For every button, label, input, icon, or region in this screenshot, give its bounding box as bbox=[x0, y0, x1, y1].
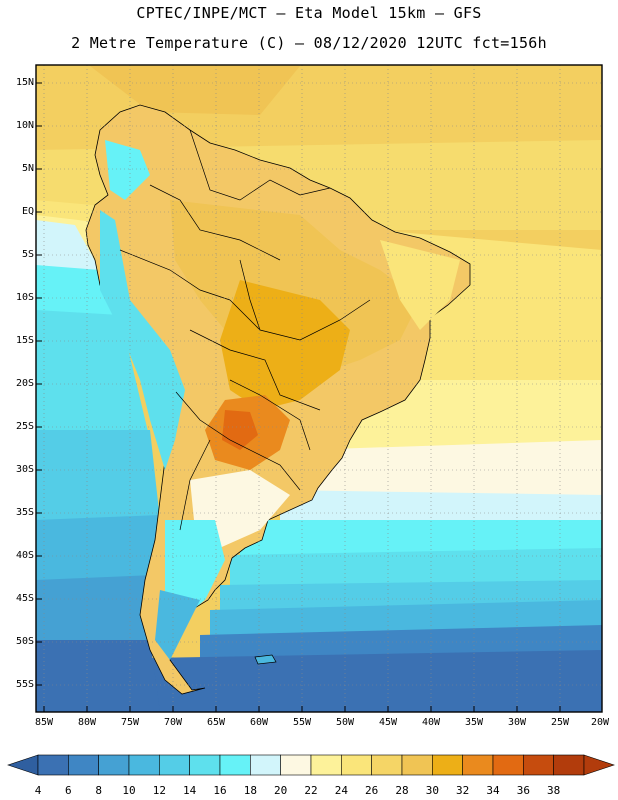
lon-label: 55W bbox=[292, 717, 312, 728]
colorbar-cell bbox=[280, 754, 312, 776]
colorbar bbox=[7, 754, 615, 776]
andes-north-18 bbox=[105, 140, 150, 200]
colorbar-label: 24 bbox=[334, 784, 348, 797]
tick-marks bbox=[36, 82, 561, 712]
lon-label: 65W bbox=[206, 717, 226, 728]
lon-label: 35W bbox=[464, 717, 484, 728]
colorbar-cell bbox=[98, 754, 130, 776]
colorbar-cell bbox=[341, 754, 372, 776]
lat-label: 5S bbox=[21, 249, 34, 260]
colorbar-cell bbox=[401, 754, 433, 776]
colorbar-cells bbox=[37, 754, 585, 776]
lat-label: 50S bbox=[15, 636, 34, 647]
lon-label: 45W bbox=[378, 717, 398, 728]
lon-label: 40W bbox=[421, 717, 441, 728]
lat-label: 45S bbox=[15, 593, 34, 604]
colorbar-cell bbox=[219, 754, 251, 776]
colorbar-cell bbox=[159, 754, 190, 776]
lon-label: 80W bbox=[77, 717, 97, 728]
colorbar-cell bbox=[37, 754, 69, 776]
pacific-20 bbox=[36, 220, 100, 270]
colorbar-label: 20 bbox=[274, 784, 288, 797]
colorbar-below-arrow bbox=[7, 754, 39, 776]
colorbar-label: 4 bbox=[34, 784, 42, 797]
colorbar-label: 14 bbox=[183, 784, 197, 797]
lon-label: 85W bbox=[34, 717, 54, 728]
map-frame bbox=[35, 64, 603, 713]
colorbar-label: 22 bbox=[304, 784, 318, 797]
lon-label: 50W bbox=[335, 717, 355, 728]
lat-label: 25S bbox=[15, 421, 34, 432]
colorbar-cell bbox=[492, 754, 524, 776]
lon-label: 25W bbox=[550, 717, 570, 728]
falkland-islands bbox=[254, 654, 277, 665]
lat-label: 5N bbox=[21, 163, 34, 174]
caribbean-28 bbox=[90, 66, 300, 115]
colorbar-label: 18 bbox=[243, 784, 257, 797]
colorbar-cell bbox=[250, 754, 281, 776]
patagonia-12 bbox=[155, 590, 200, 660]
colorbar-label: 36 bbox=[516, 784, 530, 797]
pacific-10 bbox=[36, 515, 160, 590]
andes-14 bbox=[100, 210, 185, 470]
band-20 bbox=[300, 440, 602, 505]
lat-label: 15N bbox=[15, 77, 34, 88]
pacific-8 bbox=[36, 575, 155, 650]
colorbar-above-arrow bbox=[583, 754, 615, 776]
colorbar-cell bbox=[462, 754, 494, 776]
pacific-14 bbox=[36, 310, 150, 440]
colorbar-label: 34 bbox=[486, 784, 500, 797]
colorbar-label: 26 bbox=[365, 784, 379, 797]
colorbar-label: 28 bbox=[395, 784, 409, 797]
lat-label: 10S bbox=[15, 292, 34, 303]
pacific-12 bbox=[36, 430, 160, 530]
colorbar-label: 10 bbox=[122, 784, 136, 797]
lon-label: 20W bbox=[590, 717, 610, 728]
lat-label: 10N bbox=[15, 120, 34, 131]
lon-label: 30W bbox=[507, 717, 527, 728]
lat-label: 30S bbox=[15, 464, 34, 475]
lon-label: 60W bbox=[249, 717, 269, 728]
chart-title-line-2: 2 Metre Temperature (C) – 08/12/2020 12U… bbox=[71, 34, 547, 52]
country-borders bbox=[119, 129, 371, 531]
colorbar-cell bbox=[523, 754, 554, 776]
colorbar-label: 16 bbox=[213, 784, 227, 797]
pacific-6 bbox=[36, 640, 160, 712]
interior-34 bbox=[222, 410, 258, 450]
colorbar-label: 30 bbox=[425, 784, 439, 797]
colorbar-label: 32 bbox=[456, 784, 470, 797]
colorbar-label: 6 bbox=[65, 784, 72, 797]
interior-28 bbox=[220, 280, 350, 410]
lat-label: 40S bbox=[15, 550, 34, 561]
lat-label: 55S bbox=[15, 679, 34, 690]
chart-title-line-1: CPTEC/INPE/MCT – Eta Model 15km – GFS bbox=[136, 4, 482, 22]
colorbar-cell bbox=[432, 754, 463, 776]
colorbar-cell bbox=[553, 754, 585, 776]
colorbar-cell bbox=[189, 754, 221, 776]
colorbar-cell bbox=[68, 754, 99, 776]
lat-label: 15S bbox=[15, 335, 34, 346]
lat-label: 35S bbox=[15, 507, 34, 518]
colorbar-label: 38 bbox=[547, 784, 561, 797]
colorbar-cell bbox=[371, 754, 403, 776]
colorbar-label: 8 bbox=[95, 784, 102, 797]
band-6 bbox=[36, 650, 602, 712]
lat-label: 20S bbox=[15, 378, 34, 389]
lon-label: 75W bbox=[120, 717, 140, 728]
colorbar-cell bbox=[128, 754, 160, 776]
lon-label: 70W bbox=[163, 717, 183, 728]
colorbar-label: 12 bbox=[152, 784, 166, 797]
colorbar-cell bbox=[310, 754, 342, 776]
northeast-24 bbox=[380, 240, 460, 330]
lat-label: EQ bbox=[21, 206, 34, 217]
